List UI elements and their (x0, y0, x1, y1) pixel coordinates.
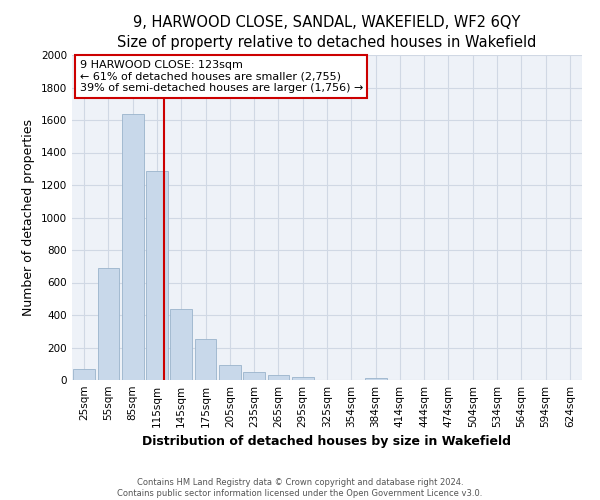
Bar (219, 366, 241, 380)
Bar (170, 310, 192, 380)
Title: 9, HARWOOD CLOSE, SANDAL, WAKEFIELD, WF2 6QY
Size of property relative to detach: 9, HARWOOD CLOSE, SANDAL, WAKEFIELD, WF2… (118, 15, 536, 50)
Bar (365, 378, 386, 380)
X-axis label: Distribution of detached houses by size in Wakefield: Distribution of detached houses by size … (143, 436, 511, 448)
Y-axis label: Number of detached properties: Number of detached properties (22, 119, 35, 316)
Bar (122, 114, 143, 380)
Bar (146, 171, 168, 380)
Bar (73, 370, 95, 380)
Text: Contains HM Land Registry data © Crown copyright and database right 2024.
Contai: Contains HM Land Registry data © Crown c… (118, 478, 482, 498)
Bar (292, 377, 314, 380)
Text: 9 HARWOOD CLOSE: 123sqm
← 61% of detached houses are smaller (2,755)
39% of semi: 9 HARWOOD CLOSE: 123sqm ← 61% of detache… (80, 60, 363, 93)
Bar (268, 375, 289, 380)
Bar (243, 372, 265, 380)
Bar (97, 268, 119, 380)
Bar (194, 338, 217, 380)
